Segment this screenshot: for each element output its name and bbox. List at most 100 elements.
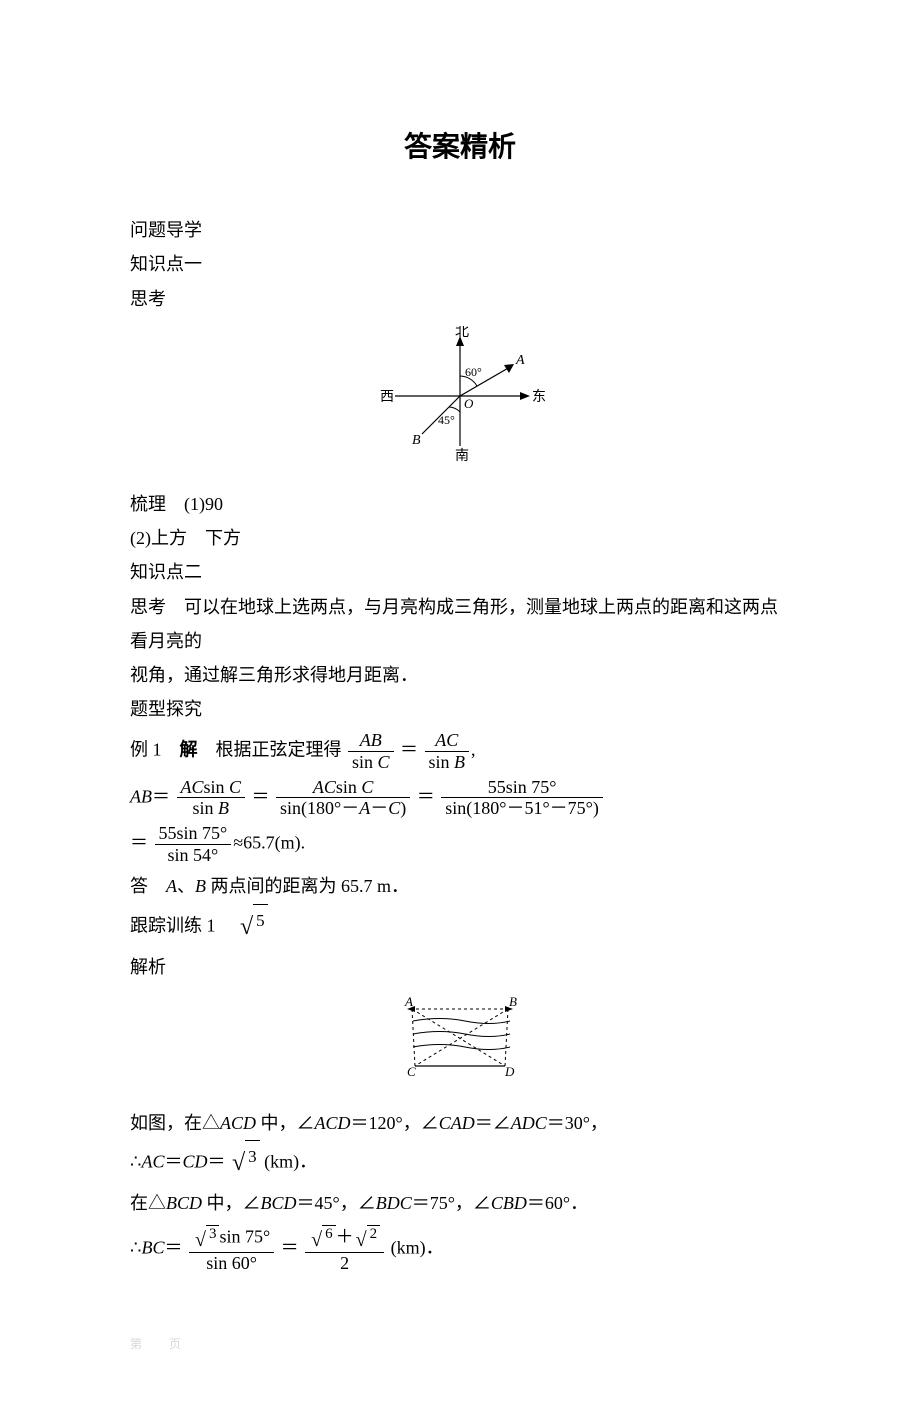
r4f1-num-tail: sin 75° (219, 1226, 270, 1246)
compass-B: B (412, 433, 421, 448)
r3b: BCD (166, 1193, 202, 1213)
ex1-frac1-den: sin C (352, 752, 390, 772)
r4f1-den: sin 60° (189, 1252, 274, 1274)
l2f3-num: 55sin 75° (441, 777, 603, 798)
compass-west: 西 (380, 390, 394, 405)
r4f2-plus: ＋ (336, 1226, 354, 1246)
follow1: 跟踪训练 1 √5 (130, 904, 790, 951)
ex1-eq: ＝ (400, 740, 418, 760)
river-diagram: A B C D (130, 994, 790, 1095)
r2-sqrt: √3 (230, 1140, 260, 1187)
river-svg: A B C D (385, 994, 535, 1084)
ex1-line2: AB＝ ACsin C sin B ＝ ACsin C sin(180°－A－C… (130, 777, 790, 819)
compass-diagram: 北 南 东 西 A B O 60° 45° (130, 326, 790, 477)
follow1-sqrt: √5 (238, 904, 268, 951)
ans-label: 答 (130, 876, 148, 896)
ex1-comma: , (471, 740, 476, 760)
r3d: BCD (261, 1193, 297, 1213)
ans-line: 答A、B 两点间的距离为 65.7 m． (130, 869, 790, 903)
river-C: C (407, 1064, 416, 1079)
r2b: AC (141, 1151, 164, 1171)
analysis-label: 解析 (130, 950, 790, 984)
footer-left: 第 页 (130, 1333, 181, 1356)
l2f3: 55sin 75° sin(180°－51°－75°) (441, 777, 603, 819)
r1f: CAD (439, 1113, 475, 1133)
r4-tail: (km)． (386, 1237, 444, 1257)
comb-line2: (2)上方 下方 (130, 521, 790, 555)
r4c: ＝ (164, 1237, 182, 1257)
r4-eq: ＝ (281, 1237, 299, 1257)
l3-eq: ＝ (130, 832, 148, 852)
r3g: ＝75°，∠ (412, 1193, 491, 1213)
r3a: 在△ (130, 1193, 166, 1213)
r1c: 中，∠ (256, 1113, 315, 1133)
r4f2-s2: 2 (367, 1225, 381, 1243)
l2f1: ACsin C sin B (177, 777, 246, 819)
ex1-label: 例 1 (130, 740, 162, 760)
think2-label: 思考 (130, 597, 166, 617)
r4b: BC (141, 1237, 164, 1257)
r1d: ACD (315, 1113, 351, 1133)
r2f: (km)． (260, 1151, 318, 1171)
r4-f2: √6＋√2 2 (305, 1225, 384, 1274)
compass-north: 北 (455, 326, 469, 340)
r4a: ∴ (130, 1237, 141, 1257)
r2e: ＝ (207, 1151, 225, 1171)
page-title: 答案精析 (130, 120, 790, 173)
r4f2-den: 2 (305, 1252, 384, 1274)
r2d: CD (182, 1151, 207, 1171)
ex1-frac1: AB sin C (348, 730, 394, 772)
r2-sqrt-val: 3 (245, 1140, 260, 1173)
compass-svg: 北 南 东 西 A B O 60° 45° (360, 326, 560, 466)
river-D: D (504, 1064, 515, 1079)
l2-eq2: ＝ (417, 786, 435, 806)
l3f: 55sin 75° sin 54° (155, 823, 232, 865)
ex1-line3: ＝ 55sin 75° sin 54° ≈65.7(m). (130, 823, 790, 865)
river-A: A (404, 994, 413, 1009)
follow1-val: 5 (253, 904, 268, 937)
r1g: ＝∠ (475, 1113, 511, 1133)
compass-east: 东 (532, 389, 546, 405)
r2a: ∴ (130, 1151, 141, 1171)
compass-south: 南 (455, 448, 469, 464)
compass-angB: 45° (438, 413, 455, 427)
river-B: B (509, 994, 517, 1009)
river-line3: 在△BCD 中，∠BCD＝45°，∠BDC＝75°，∠CBD＝60°． (130, 1186, 790, 1220)
ex1-solve: 解 (180, 740, 198, 760)
kp2-heading: 知识点二 (130, 555, 790, 589)
river-line4: ∴BC＝ √3sin 75° sin 60° ＝ √6＋√2 2 (km)． (130, 1225, 790, 1274)
comb-label: 梳理 (130, 494, 166, 514)
ex1-line1: 例 1 解根据正弦定理得 AB sin C ＝ AC sin B , (130, 730, 790, 772)
think2-text2: 视角，通过解三角形求得地月距离． (130, 658, 790, 692)
r1b: ACD (220, 1113, 256, 1133)
kp1-heading: 知识点一 (130, 247, 790, 281)
r1e: ＝120°，∠ (351, 1113, 439, 1133)
r3f: BDC (376, 1193, 412, 1213)
r1a: 如图，在△ (130, 1113, 220, 1133)
r1i: ＝30°， (547, 1113, 608, 1133)
think2-text1: 可以在地球上选两点，与月亮构成三角形，测量地球上两点的距离和这两点看月亮的 (130, 597, 778, 651)
l3f-den: sin 54° (155, 844, 232, 866)
r1h: ADC (511, 1113, 547, 1133)
compass-A: A (515, 353, 525, 368)
river-line2: ∴AC＝CD＝ √3 (km)． (130, 1140, 790, 1187)
l2-eq1: ＝ (252, 786, 270, 806)
ex1-text: 根据正弦定理得 (216, 740, 342, 760)
follow1-label: 跟踪训练 1 (130, 915, 216, 935)
l2f3-den: sin(180°－51°－75°) (441, 797, 603, 819)
comb-line1: 梳理(1)90 (130, 487, 790, 521)
r3c: 中，∠ (202, 1193, 261, 1213)
page-footer: 第 页 (130, 1333, 790, 1356)
l3-tail: ≈65.7(m). (233, 832, 305, 852)
river-line1: 如图，在△ACD 中，∠ACD＝120°，∠CAD＝∠ADC＝30°， (130, 1106, 790, 1140)
think-label: 思考 (130, 282, 790, 316)
compass-O: O (464, 396, 474, 411)
r2c: ＝ (164, 1151, 182, 1171)
footer-right (778, 1333, 790, 1356)
l3f-num: 55sin 75° (155, 823, 232, 844)
r3i: ＝60°． (527, 1193, 588, 1213)
r3e: ＝45°，∠ (297, 1193, 376, 1213)
r4f2-s1: 6 (322, 1225, 336, 1243)
ex1-frac2-num: AC (435, 730, 458, 750)
ex1-frac2: AC sin B (425, 730, 470, 772)
